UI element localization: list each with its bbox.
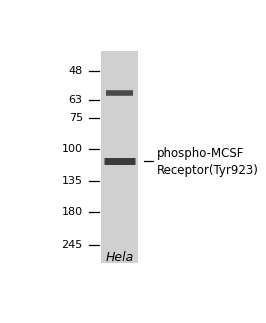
- Text: 180: 180: [62, 207, 83, 217]
- Text: 63: 63: [69, 95, 83, 105]
- Text: 48: 48: [68, 66, 83, 76]
- Text: 135: 135: [62, 176, 83, 186]
- Text: 245: 245: [61, 240, 83, 250]
- Text: Hela: Hela: [106, 251, 134, 264]
- Bar: [101, 51, 138, 263]
- Text: phospho-MCSF
Receptor(Tyr923): phospho-MCSF Receptor(Tyr923): [157, 147, 259, 177]
- Text: 75: 75: [69, 113, 83, 123]
- Text: 100: 100: [62, 144, 83, 154]
